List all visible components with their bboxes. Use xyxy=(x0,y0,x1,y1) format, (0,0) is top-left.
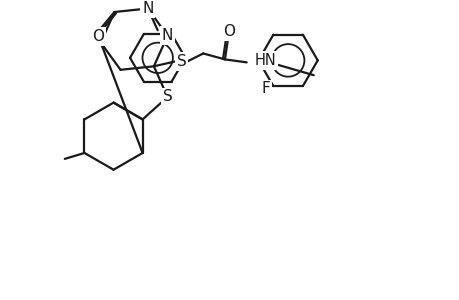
Text: N: N xyxy=(162,28,173,43)
Text: F: F xyxy=(260,82,269,97)
Text: O: O xyxy=(91,29,103,44)
Text: S: S xyxy=(176,54,186,69)
Text: HN: HN xyxy=(254,53,276,68)
Text: N: N xyxy=(142,1,153,16)
Text: O: O xyxy=(223,24,235,39)
Text: S: S xyxy=(162,89,172,104)
